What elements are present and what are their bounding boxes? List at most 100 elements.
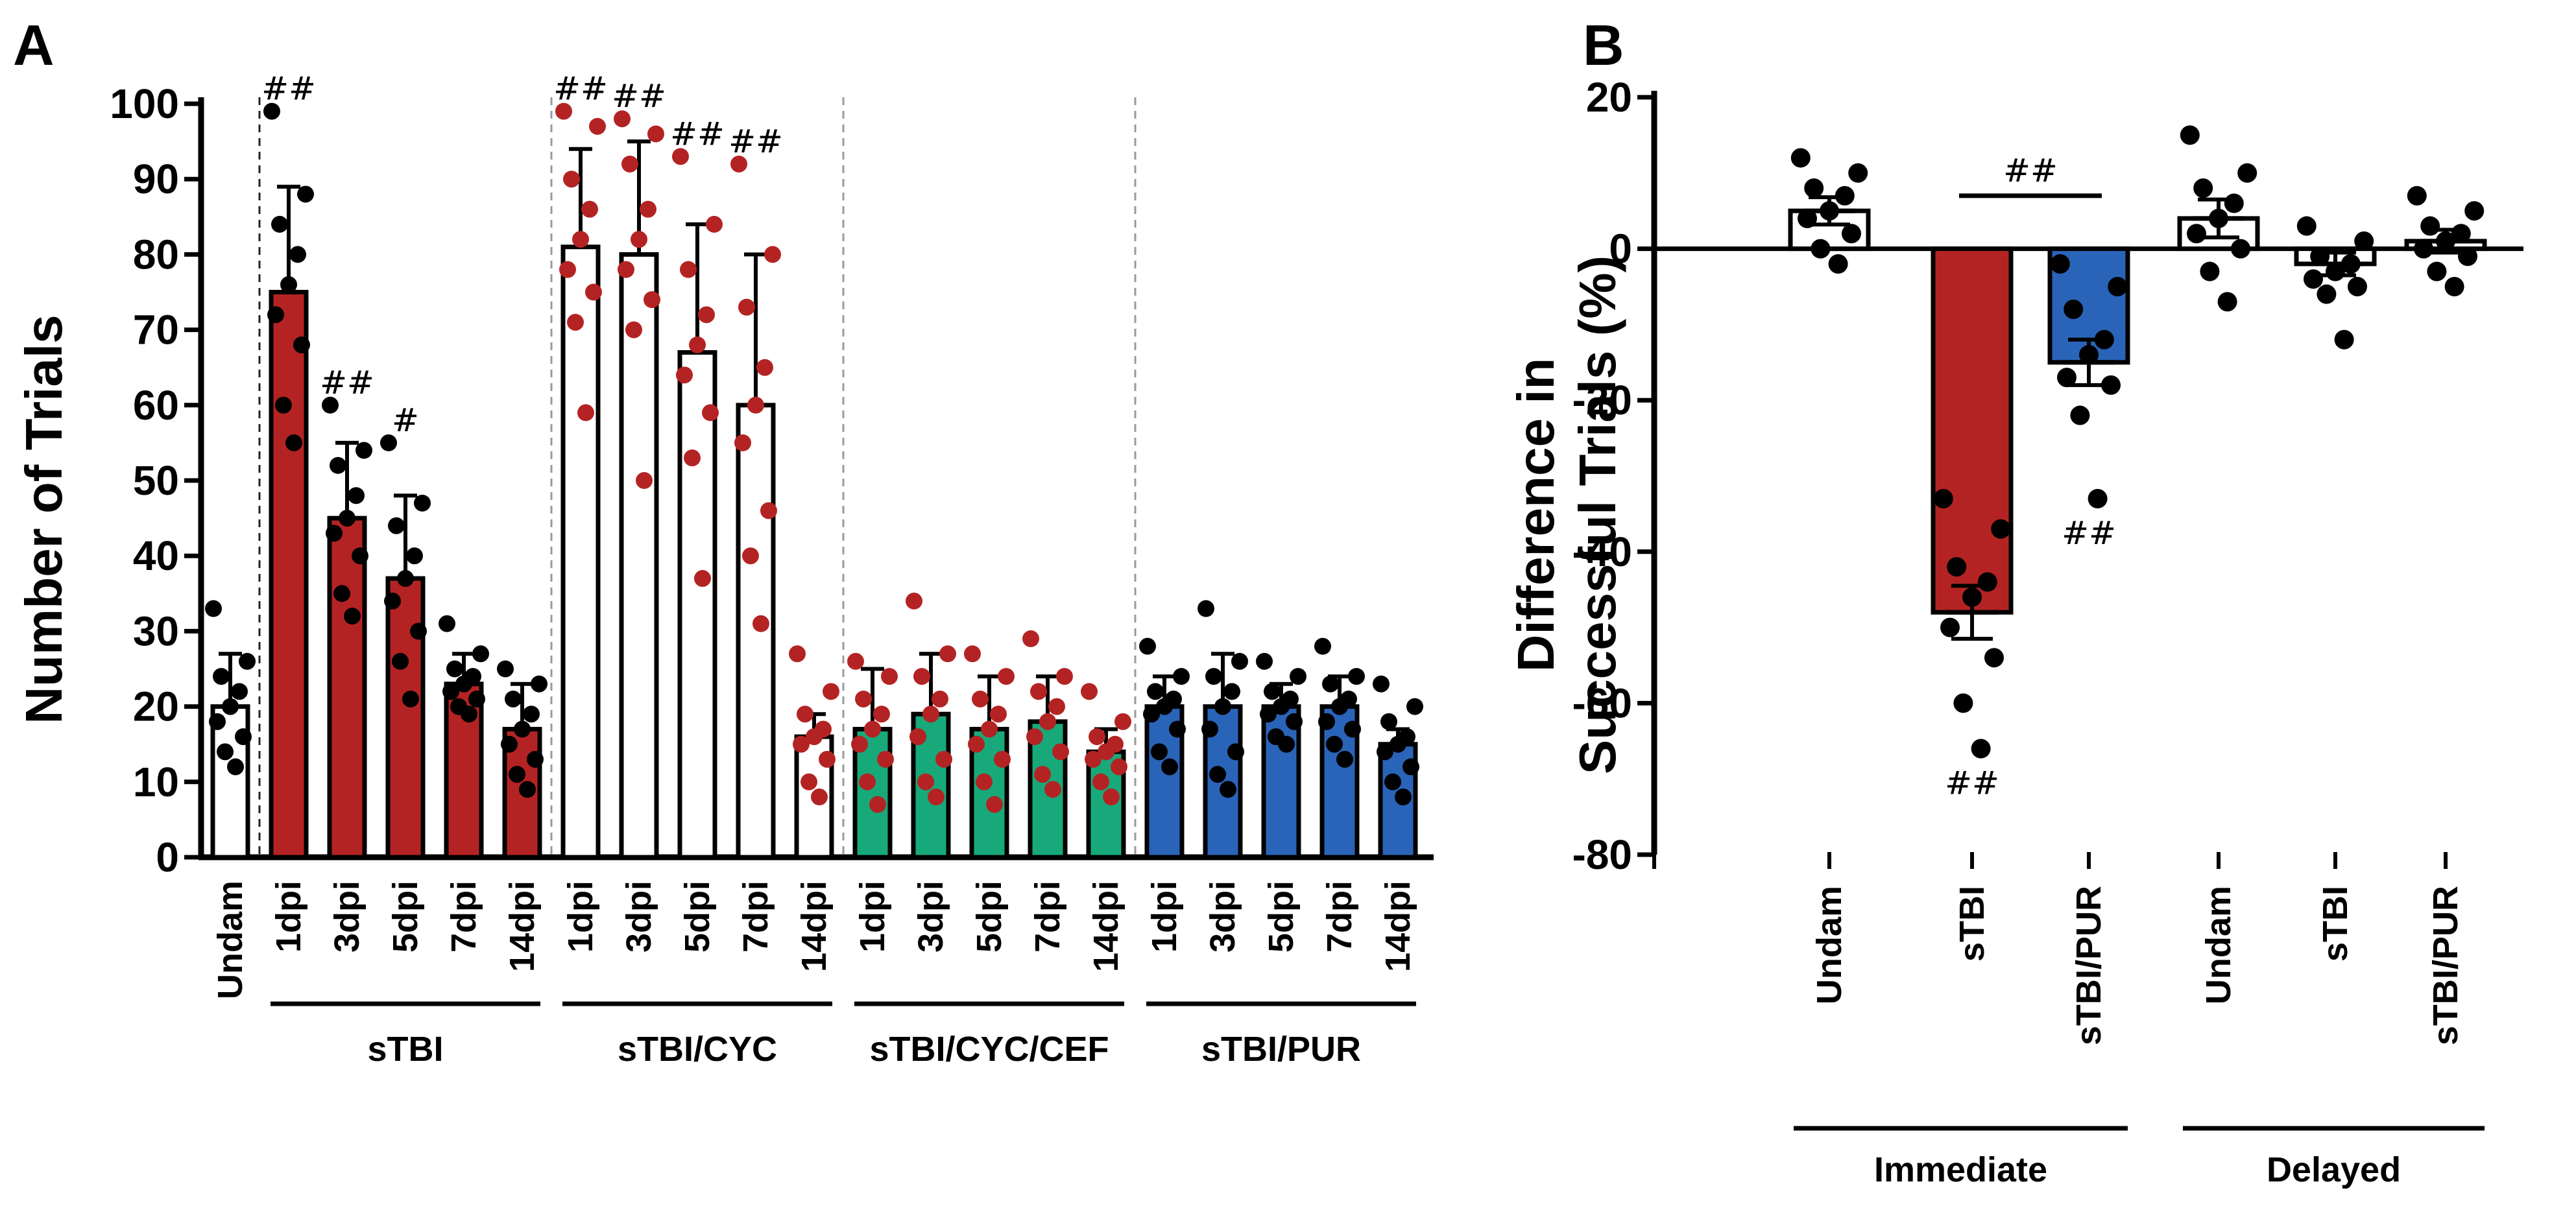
data-point bbox=[1273, 698, 1290, 715]
data-point bbox=[289, 246, 306, 263]
data-point bbox=[231, 683, 248, 700]
data-point bbox=[235, 728, 252, 746]
group-label: sTBI/PUR bbox=[1201, 1030, 1361, 1069]
data-point bbox=[1169, 720, 1186, 738]
data-point bbox=[293, 336, 310, 353]
data-point bbox=[446, 660, 463, 678]
x-tick-label: 14dpi bbox=[1378, 881, 1417, 972]
bar bbox=[677, 350, 717, 860]
data-point bbox=[877, 750, 894, 768]
data-point bbox=[1971, 739, 1991, 759]
data-point bbox=[1406, 698, 1423, 715]
data-point bbox=[2094, 329, 2114, 350]
data-point bbox=[2407, 185, 2427, 206]
data-point bbox=[1231, 652, 1248, 670]
data-point bbox=[1344, 720, 1361, 738]
data-point bbox=[410, 623, 427, 640]
x-tick-label: 3dpi bbox=[911, 881, 950, 953]
data-point bbox=[684, 449, 701, 467]
data-point bbox=[1085, 750, 1101, 768]
data-point bbox=[497, 660, 514, 678]
data-point bbox=[1052, 743, 1069, 761]
data-point bbox=[644, 291, 660, 309]
data-point bbox=[823, 683, 839, 700]
data-point bbox=[1790, 148, 1811, 168]
data-point bbox=[747, 396, 764, 414]
data-point bbox=[2451, 224, 2471, 244]
data-point bbox=[2464, 201, 2485, 221]
data-point bbox=[406, 547, 423, 565]
x-tick-label: 1dpi bbox=[269, 881, 308, 953]
bar bbox=[560, 244, 601, 860]
data-point bbox=[2209, 208, 2228, 228]
data-point bbox=[1147, 683, 1164, 700]
x-tick-label: 3dpi bbox=[328, 881, 367, 953]
data-point bbox=[1377, 743, 1393, 761]
y-tick-label: 40 bbox=[133, 532, 179, 579]
data-point bbox=[1804, 178, 1824, 198]
data-point bbox=[2304, 269, 2323, 289]
data-point bbox=[647, 125, 664, 143]
x-tick-label: 5dpi bbox=[386, 881, 425, 953]
data-point bbox=[222, 698, 239, 715]
bar bbox=[327, 516, 367, 860]
data-point bbox=[976, 773, 993, 790]
data-point bbox=[1044, 781, 1061, 798]
group-label: sTBI bbox=[367, 1030, 443, 1069]
data-point bbox=[928, 789, 945, 806]
bar bbox=[969, 726, 1009, 860]
data-point bbox=[1143, 706, 1160, 723]
data-point bbox=[2317, 284, 2337, 304]
data-point bbox=[275, 396, 292, 414]
y-axis-label-line1: Difference in bbox=[1507, 358, 1565, 672]
y-tick-label: 100 bbox=[110, 80, 179, 127]
y-tick-label: 80 bbox=[133, 231, 179, 278]
y-tick-label: -20 bbox=[1572, 377, 1633, 423]
x-tick-label: 7dpi bbox=[1028, 881, 1067, 953]
data-point bbox=[1048, 698, 1065, 715]
x-tick-label: sTBI/PUR bbox=[2426, 886, 2465, 1045]
data-point bbox=[935, 750, 952, 768]
data-point bbox=[2444, 277, 2464, 296]
data-point bbox=[631, 231, 647, 248]
panel-a: A 0 10 20 30 40 50 60 70 80 90 100 Number of Trials U… bbox=[13, 13, 1434, 1069]
data-point bbox=[1290, 668, 1306, 685]
data-point bbox=[1373, 675, 1390, 693]
data-point bbox=[847, 652, 864, 670]
data-point bbox=[672, 148, 689, 165]
group-label: Immediate bbox=[1874, 1150, 2047, 1189]
data-point bbox=[455, 675, 472, 693]
data-point bbox=[1798, 208, 1817, 228]
data-point bbox=[2427, 261, 2447, 281]
x-tick-label: 5dpi bbox=[678, 881, 717, 953]
data-point bbox=[285, 434, 302, 451]
data-point bbox=[1384, 773, 1401, 790]
y-tick-label: 20 bbox=[1586, 74, 1632, 121]
data-point bbox=[2180, 125, 2200, 145]
data-point bbox=[1380, 713, 1397, 730]
panel-b: B20 0 -20 -40 -60 -80 Difference in Successful … bbox=[1507, 13, 2523, 1189]
data-point bbox=[2414, 239, 2433, 259]
data-point bbox=[752, 615, 769, 632]
x-tick-label: Undam bbox=[1810, 886, 1849, 1004]
data-point bbox=[577, 404, 594, 421]
data-point bbox=[793, 735, 810, 753]
y-tick-label: -40 bbox=[1572, 528, 1633, 575]
data-point bbox=[263, 102, 280, 120]
data-point bbox=[998, 668, 1015, 685]
data-point bbox=[2231, 239, 2250, 259]
data-point bbox=[519, 781, 536, 798]
data-point bbox=[330, 457, 346, 474]
data-point bbox=[1227, 743, 1244, 761]
data-point bbox=[1026, 728, 1043, 746]
data-point bbox=[267, 306, 284, 324]
data-point bbox=[689, 336, 706, 353]
data-point bbox=[559, 261, 576, 278]
x-tick-label: 1dpi bbox=[561, 881, 600, 953]
data-point bbox=[2193, 178, 2213, 198]
data-point bbox=[1056, 668, 1073, 685]
y-tick-label: 50 bbox=[133, 457, 179, 504]
bracket-significance: ## bbox=[2003, 152, 2058, 189]
data-point bbox=[1395, 789, 1412, 806]
